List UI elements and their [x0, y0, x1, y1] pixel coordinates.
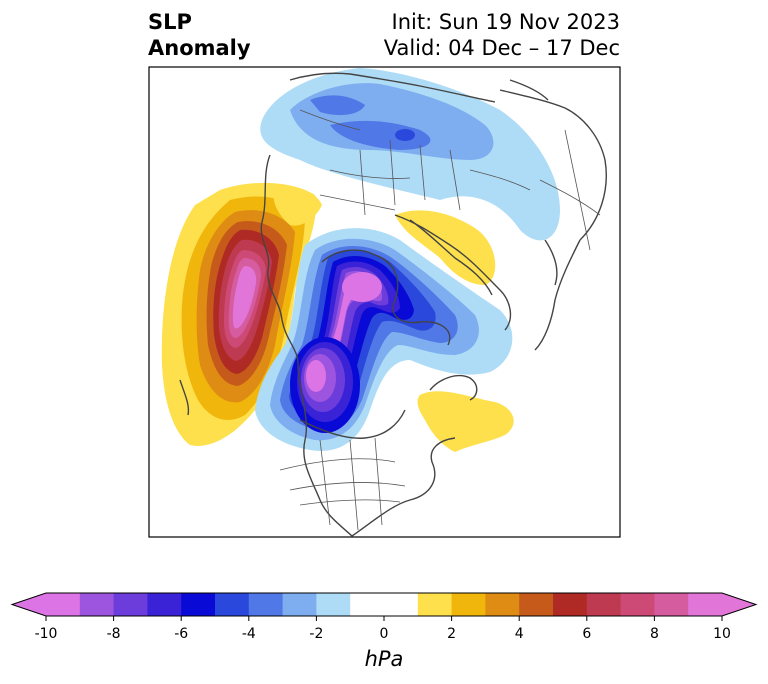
colorbar-unit-label: hPa — [364, 647, 404, 671]
colorbar-swatch — [384, 593, 419, 616]
atlantic-high-anomaly — [417, 391, 514, 452]
map-title: SLP Anomaly — [148, 9, 251, 61]
colorbar-swatches — [46, 593, 723, 616]
colorbar-swatch — [519, 593, 554, 616]
colorbar-swatch — [181, 593, 216, 616]
colorbar-tick-label: -4 — [242, 626, 256, 642]
colorbar-swatch — [553, 593, 588, 616]
colorbar-tick-label: 10 — [713, 626, 731, 642]
colorbar-swatch — [350, 593, 385, 616]
map-dates: Init: Sun 19 Nov 2023 Valid: 04 Dec – 17… — [384, 9, 620, 61]
colorbar-swatch — [79, 593, 115, 616]
colorbar-swatch — [46, 593, 81, 616]
colorbar-swatch — [282, 593, 317, 616]
valid-period: Valid: 04 Dec – 17 Dec — [383, 36, 620, 60]
colorbar-swatch — [485, 593, 520, 616]
slp-anomaly-map — [148, 66, 621, 538]
alaska-high-anomaly — [161, 182, 316, 446]
colorbar-tick-label: 2 — [447, 626, 456, 642]
colorbar-tick-label: -6 — [174, 626, 188, 642]
init-date: Init: Sun 19 Nov 2023 — [391, 10, 620, 34]
canada-high-band — [273, 187, 322, 226]
coastlines — [179, 72, 607, 537]
colorbar-ticks: -10 -8 -6 -4 -2 0 2 4 6 8 10 — [35, 616, 731, 642]
colorbar: -10 -8 -6 -4 -2 0 2 4 6 8 10 — [10, 592, 758, 642]
borders — [279, 109, 601, 531]
colorbar-tick-label: 0 — [380, 626, 389, 642]
colorbar-swatch — [147, 593, 182, 616]
colorbar-tick-label: -2 — [309, 626, 323, 642]
colorbar-tick-label: -8 — [107, 626, 121, 642]
greenland-high-anomaly — [395, 210, 496, 285]
colorbar-extend-max-arrow — [722, 593, 756, 616]
colorbar-swatch — [215, 593, 250, 616]
eurasia-low-anomaly — [260, 68, 560, 241]
colorbar-swatch — [688, 593, 723, 616]
anomaly-field — [149, 68, 607, 537]
title-line-1: SLP — [148, 10, 192, 34]
colorbar-swatch — [316, 593, 351, 616]
colorbar-tick-label: 6 — [582, 626, 591, 642]
colorbar-tick-label: 4 — [515, 626, 524, 642]
colorbar-swatch — [113, 593, 148, 616]
colorbar-tick-label: -10 — [35, 626, 58, 642]
colorbar-swatch — [451, 593, 486, 616]
colorbar-tick-label: 8 — [650, 626, 659, 642]
map-frame — [148, 66, 621, 538]
colorbar-swatch — [586, 593, 622, 616]
title-line-2: Anomaly — [148, 36, 251, 60]
colorbar-swatch — [654, 593, 689, 616]
colorbar-extend-min-arrow — [12, 593, 46, 616]
colorbar-swatch — [248, 593, 284, 616]
colorbar-swatch — [620, 593, 655, 616]
western-us-low-anomaly — [290, 337, 360, 433]
colorbar-swatch — [417, 593, 453, 616]
